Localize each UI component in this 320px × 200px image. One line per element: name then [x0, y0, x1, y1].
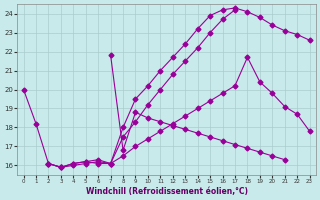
X-axis label: Windchill (Refroidissement éolien,°C): Windchill (Refroidissement éolien,°C) [85, 187, 248, 196]
